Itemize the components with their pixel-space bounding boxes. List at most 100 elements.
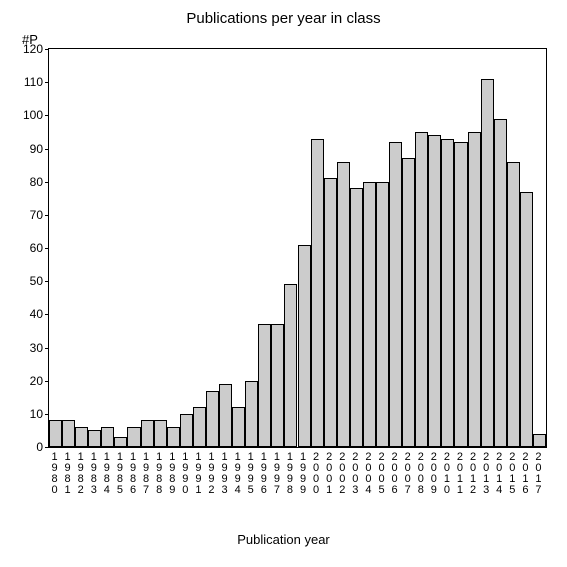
bar xyxy=(376,182,389,447)
bar xyxy=(533,434,546,447)
x-tick-label: 2001 xyxy=(324,452,334,496)
y-tick-label: 110 xyxy=(13,75,49,89)
x-tick-label: 1999 xyxy=(298,452,308,496)
x-tick-label: 1992 xyxy=(206,452,216,496)
x-tick-label: 1996 xyxy=(259,452,269,496)
y-tick-label: 20 xyxy=(13,374,49,388)
bar xyxy=(271,324,284,447)
y-tick-mark xyxy=(45,115,49,116)
x-tick-label: 1984 xyxy=(102,452,112,496)
x-tick-label: 1989 xyxy=(167,452,177,496)
bar xyxy=(415,132,428,447)
bar xyxy=(441,139,454,447)
y-tick-mark xyxy=(45,447,49,448)
y-tick-label: 120 xyxy=(13,42,49,56)
x-tick-label: 1982 xyxy=(76,452,86,496)
bar xyxy=(402,158,415,447)
x-tick-label: 1997 xyxy=(272,452,282,496)
bar xyxy=(49,420,62,447)
x-tick-label: 2011 xyxy=(455,452,465,496)
bar xyxy=(141,420,154,447)
x-tick-label: 2016 xyxy=(520,452,530,496)
bar xyxy=(507,162,520,447)
y-tick-label: 60 xyxy=(13,241,49,255)
x-tick-label: 2017 xyxy=(533,452,543,496)
bar xyxy=(114,437,127,447)
bar xyxy=(219,384,232,447)
y-tick-label: 70 xyxy=(13,208,49,222)
y-tick-mark xyxy=(45,381,49,382)
bars-layer xyxy=(49,49,546,447)
bar xyxy=(350,188,363,447)
x-tick-label: 2012 xyxy=(468,452,478,496)
x-tick-label: 1993 xyxy=(220,452,230,496)
bar xyxy=(494,119,507,447)
x-tick-label: 2007 xyxy=(403,452,413,496)
y-tick-mark xyxy=(45,215,49,216)
x-tick-label: 2014 xyxy=(494,452,504,496)
y-tick-mark xyxy=(45,281,49,282)
x-tick-label: 1983 xyxy=(89,452,99,496)
y-tick-mark xyxy=(45,414,49,415)
y-tick-label: 30 xyxy=(13,341,49,355)
x-tick-label: 1986 xyxy=(128,452,138,496)
bar xyxy=(167,427,180,447)
x-tick-label: 2003 xyxy=(350,452,360,496)
x-tick-label: 1981 xyxy=(63,452,73,496)
x-tick-label: 2006 xyxy=(390,452,400,496)
bar xyxy=(206,391,219,447)
y-tick-mark xyxy=(45,314,49,315)
bar xyxy=(428,135,441,447)
bar xyxy=(468,132,481,447)
bar xyxy=(193,407,206,447)
x-tick-label: 1985 xyxy=(115,452,125,496)
chart-title: Publications per year in class xyxy=(0,10,567,27)
bar xyxy=(245,381,258,447)
bar xyxy=(258,324,271,447)
y-tick-label: 10 xyxy=(13,407,49,421)
y-tick-label: 100 xyxy=(13,108,49,122)
bar xyxy=(62,420,75,447)
bar xyxy=(180,414,193,447)
x-tick-label: 2010 xyxy=(442,452,452,496)
bar xyxy=(337,162,350,447)
y-tick-label: 50 xyxy=(13,274,49,288)
x-tick-label: 2000 xyxy=(311,452,321,496)
y-tick-mark xyxy=(45,82,49,83)
y-tick-label: 0 xyxy=(13,440,49,454)
x-tick-label: 2008 xyxy=(416,452,426,496)
bar xyxy=(481,79,494,447)
y-tick-mark xyxy=(45,149,49,150)
y-tick-mark xyxy=(45,348,49,349)
y-tick-label: 80 xyxy=(13,175,49,189)
bar xyxy=(324,178,337,447)
bar xyxy=(389,142,402,447)
bar xyxy=(154,420,167,447)
x-tick-label: 1995 xyxy=(246,452,256,496)
x-tick-label: 2013 xyxy=(481,452,491,496)
bar xyxy=(101,427,114,447)
y-tick-label: 40 xyxy=(13,307,49,321)
x-tick-label: 1990 xyxy=(180,452,190,496)
bar xyxy=(88,430,101,447)
bar xyxy=(284,284,297,447)
plot-area: 0102030405060708090100110120 xyxy=(48,48,547,448)
chart-container: Publications per year in class #P 010203… xyxy=(0,0,567,567)
x-tick-label: 1987 xyxy=(141,452,151,496)
y-tick-mark xyxy=(45,49,49,50)
bar xyxy=(520,192,533,447)
y-tick-mark xyxy=(45,182,49,183)
x-axis-label: Publication year xyxy=(0,532,567,547)
x-tick-label: 2015 xyxy=(507,452,517,496)
bar xyxy=(298,245,311,447)
x-tick-label: 2009 xyxy=(429,452,439,496)
bar xyxy=(75,427,88,447)
bar xyxy=(232,407,245,447)
bar xyxy=(127,427,140,447)
bar xyxy=(363,182,376,447)
bar xyxy=(311,139,324,447)
x-tick-label: 1980 xyxy=(50,452,60,496)
y-tick-label: 90 xyxy=(13,142,49,156)
x-tick-label: 2004 xyxy=(363,452,373,496)
x-tick-label: 1988 xyxy=(154,452,164,496)
